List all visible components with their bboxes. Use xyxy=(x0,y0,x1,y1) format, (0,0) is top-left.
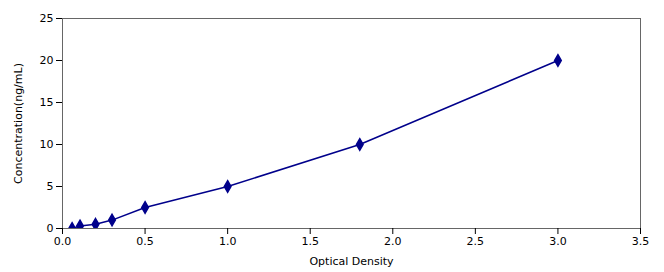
svg-text:0.0: 0.0 xyxy=(54,235,72,248)
svg-text:2.5: 2.5 xyxy=(467,235,485,248)
svg-text:2.0: 2.0 xyxy=(384,235,402,248)
svg-text:5: 5 xyxy=(47,180,54,193)
svg-text:1.0: 1.0 xyxy=(219,235,237,248)
svg-text:15: 15 xyxy=(40,96,54,109)
svg-text:Concentration(ng/mL): Concentration(ng/mL) xyxy=(12,63,25,184)
svg-text:0: 0 xyxy=(47,222,54,235)
svg-text:3.0: 3.0 xyxy=(549,235,567,248)
svg-text:0.5: 0.5 xyxy=(136,235,154,248)
svg-text:3.5: 3.5 xyxy=(632,235,650,248)
svg-text:1.5: 1.5 xyxy=(301,235,319,248)
svg-text:Optical Density: Optical Density xyxy=(309,255,394,268)
svg-text:25: 25 xyxy=(40,12,54,25)
svg-text:10: 10 xyxy=(40,138,54,151)
svg-text:20: 20 xyxy=(40,54,54,67)
